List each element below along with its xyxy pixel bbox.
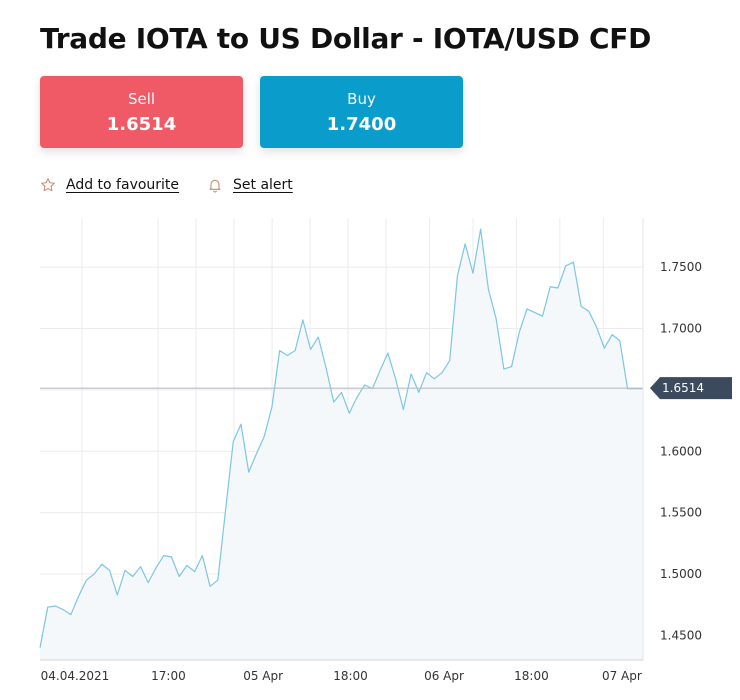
set-alert-link[interactable]: Set alert — [207, 177, 293, 193]
x-tick-label: 06 Apr — [424, 669, 464, 683]
add-to-favourite-label: Add to favourite — [66, 177, 180, 193]
x-tick-label: 07 Apr — [602, 669, 642, 683]
x-tick-label: 18:00 — [514, 669, 549, 683]
y-tick-label: 1.7500 — [660, 260, 702, 274]
page-title: Trade IOTA to US Dollar - IOTA/USD CFD — [40, 22, 652, 55]
y-tick-label: 1.5000 — [660, 567, 702, 581]
sell-price: 1.6514 — [106, 114, 177, 135]
y-tick-label: 1.5500 — [660, 506, 702, 520]
buy-button[interactable]: Buy 1.7400 — [260, 76, 463, 148]
y-tick-label: 1.4500 — [660, 628, 702, 642]
sell-button[interactable]: Sell 1.6514 — [40, 76, 243, 148]
buy-price: 1.7400 — [326, 114, 397, 135]
current-price-label: 1.6514 — [662, 381, 704, 395]
bell-icon — [207, 177, 223, 193]
y-tick-label: 1.7000 — [660, 322, 702, 336]
add-to-favourite-link[interactable]: Add to favourite — [40, 177, 179, 193]
sell-label: Sell — [127, 90, 156, 108]
x-tick-label: 17:00 — [151, 669, 186, 683]
star-icon — [40, 177, 56, 193]
price-area-fill — [40, 229, 643, 661]
current-price-tag — [650, 377, 732, 400]
x-tick-label: 04.04.2021 — [41, 669, 110, 683]
buy-label: Buy — [347, 90, 376, 108]
x-tick-label: 05 Apr — [243, 669, 283, 683]
set-alert-label: Set alert — [233, 177, 293, 193]
y-tick-label: 1.6000 — [660, 444, 702, 458]
x-tick-label: 18:00 — [333, 669, 368, 683]
price-chart: 1.45001.50001.55001.60001.65001.70001.75… — [39, 218, 732, 683]
price-line — [39, 228, 643, 648]
